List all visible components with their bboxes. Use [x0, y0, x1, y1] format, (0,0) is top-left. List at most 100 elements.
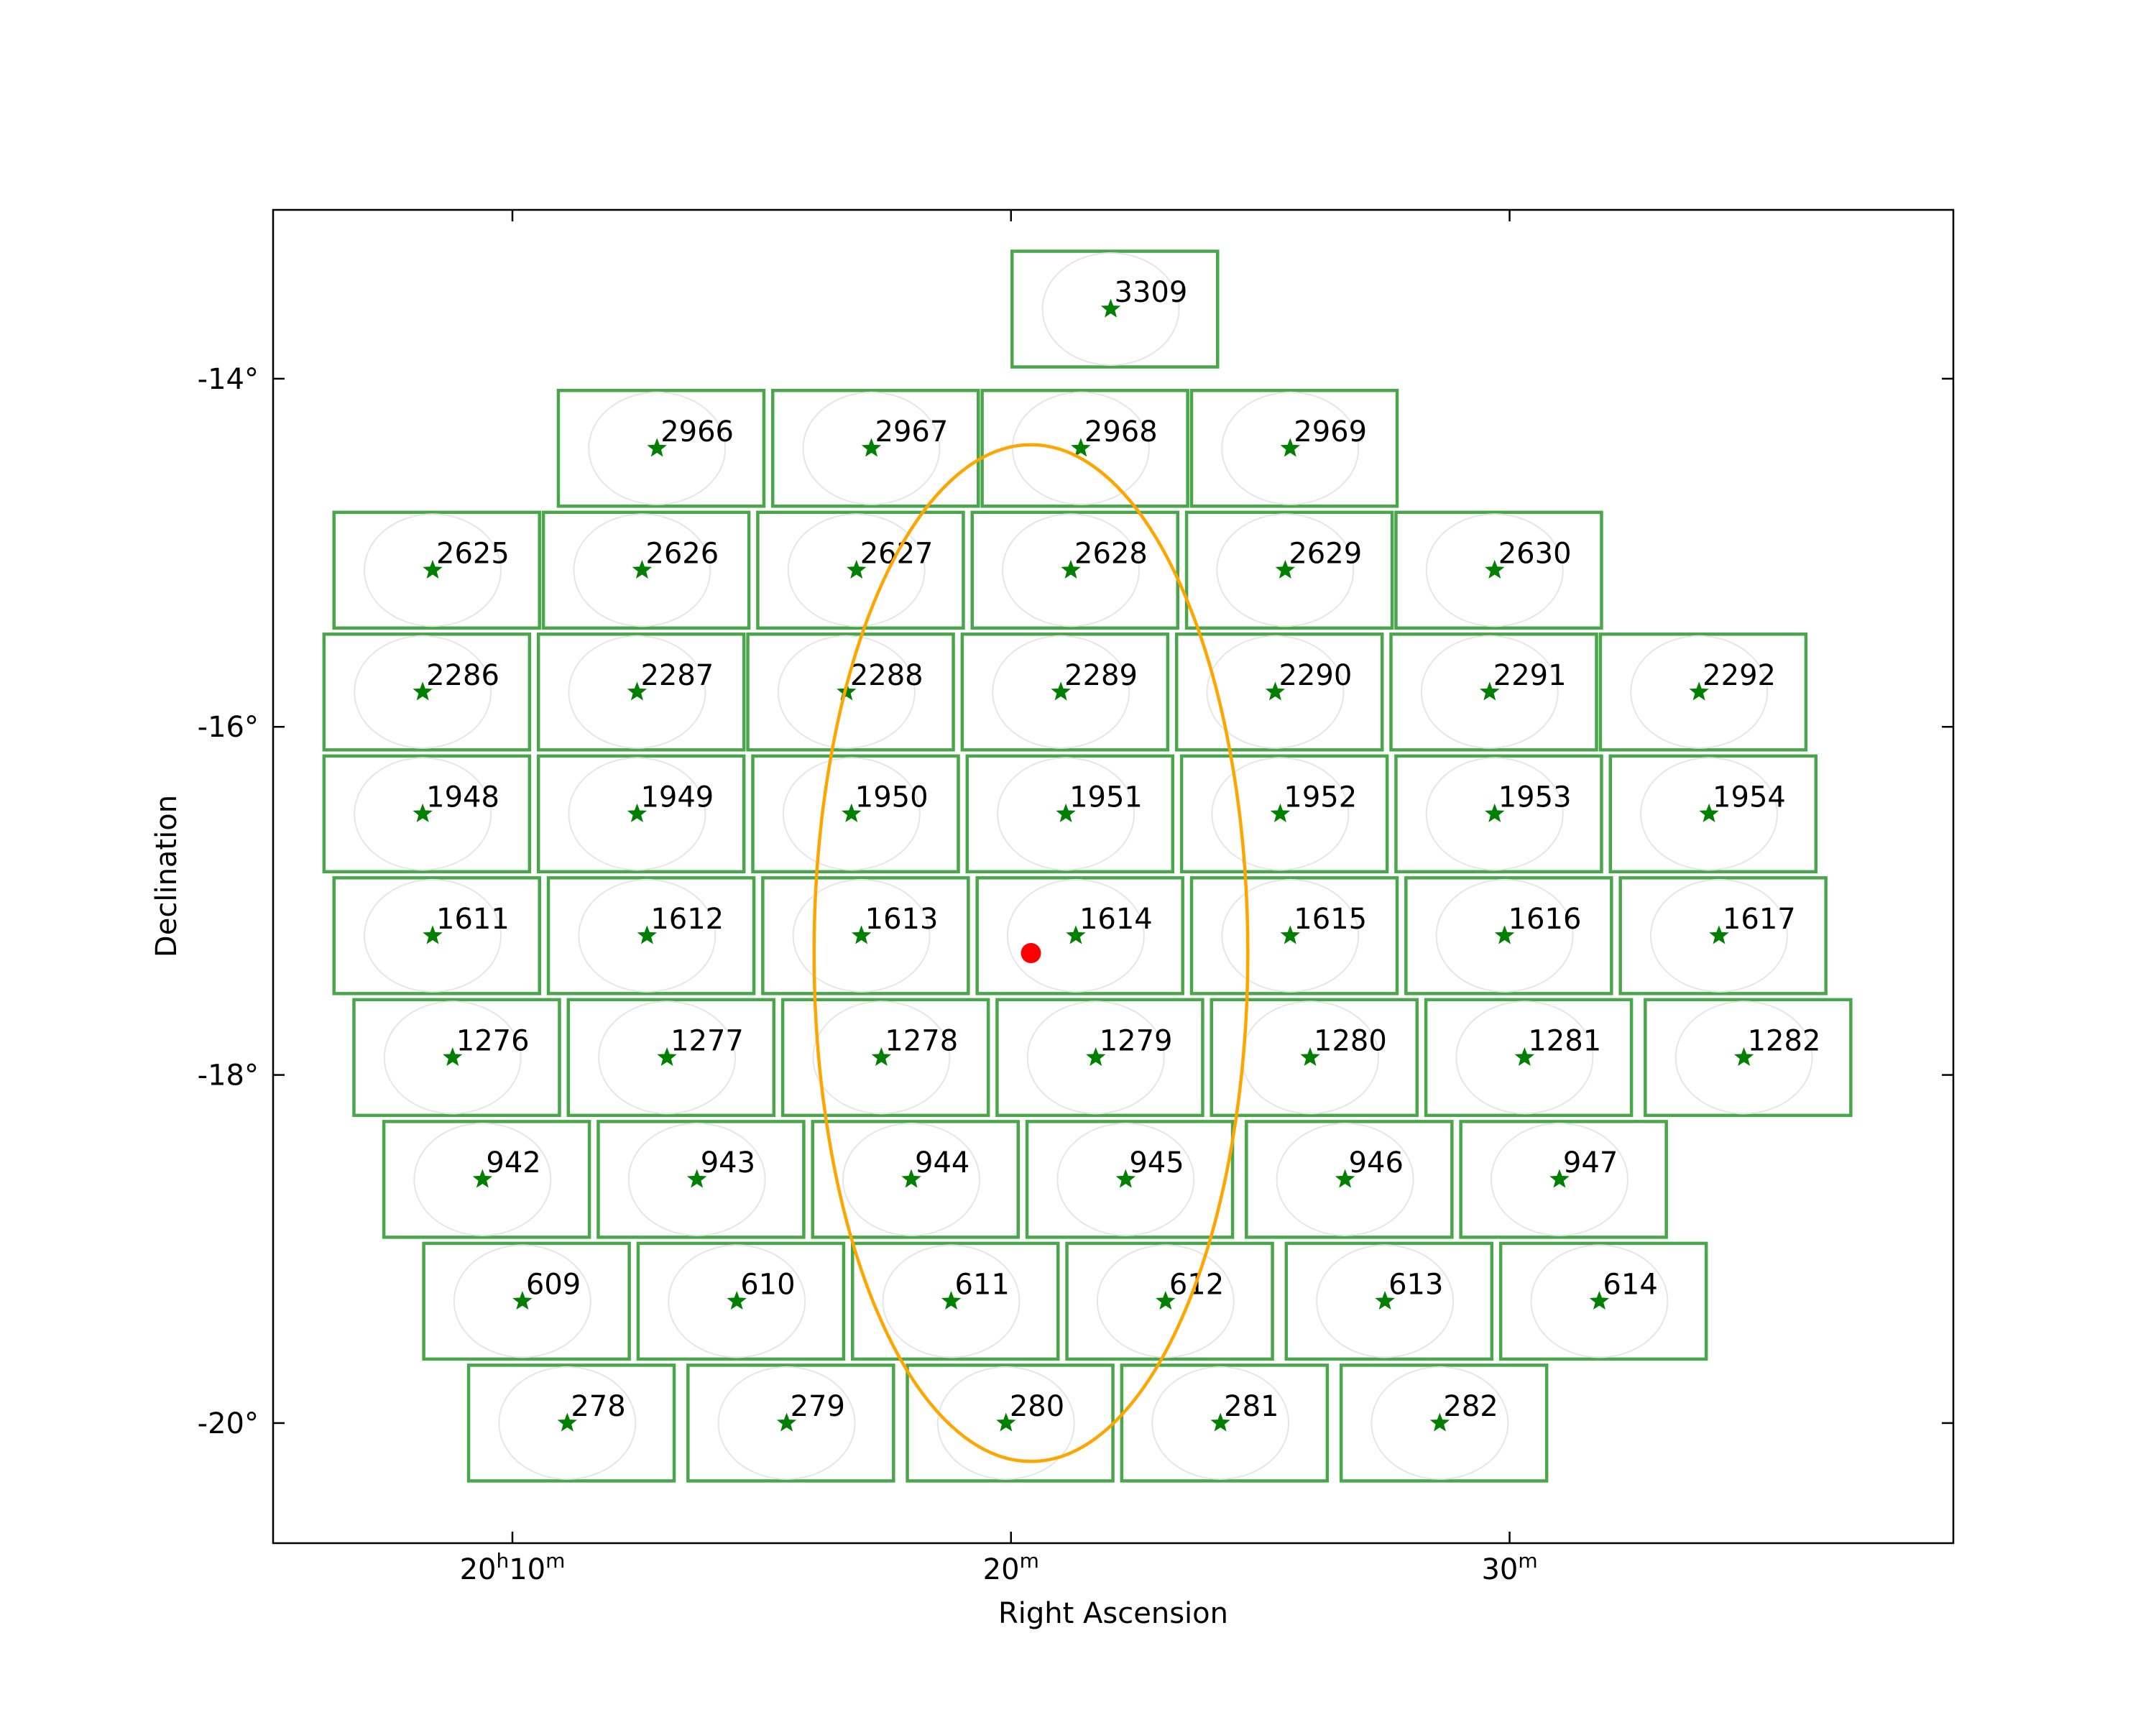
- field-box: [1179, 754, 1389, 874]
- field-footprint-ellipse: [1316, 1244, 1455, 1358]
- field-1278: 1278: [780, 998, 990, 1118]
- field-star-marker: [1514, 1046, 1535, 1067]
- field-star-marker: [443, 1046, 463, 1067]
- field-box: [322, 754, 532, 874]
- field-box: [466, 1363, 676, 1483]
- field-label: 1282: [1748, 1024, 1821, 1057]
- field-star-marker: [851, 925, 872, 944]
- field-star-marker: [557, 1412, 578, 1432]
- field-box: [332, 510, 541, 630]
- field-star-marker: [1709, 925, 1729, 944]
- x-axis: 20h10m 20m 30m: [460, 210, 1538, 1586]
- field-box: [995, 998, 1204, 1118]
- field-label: 2288: [850, 659, 923, 692]
- field-label: 614: [1603, 1268, 1657, 1301]
- field-label: 1951: [1069, 781, 1143, 814]
- field-star-marker: [901, 1169, 921, 1188]
- field-label: 610: [740, 1268, 795, 1301]
- x-tick-label: 20h10m: [460, 1549, 566, 1587]
- field-label: 943: [701, 1146, 755, 1179]
- field-box: [980, 389, 1189, 508]
- field-footprint-ellipse: [1425, 757, 1564, 871]
- field-footprint-ellipse: [354, 635, 492, 749]
- field-1611: 1611: [332, 876, 541, 995]
- field-label: 2967: [875, 415, 949, 448]
- field-label: 1279: [1100, 1024, 1173, 1057]
- field-footprint-ellipse: [568, 757, 706, 871]
- field-footprint-ellipse: [1420, 635, 1559, 749]
- field-footprint-ellipse: [413, 1122, 552, 1236]
- field-label: 3309: [1115, 276, 1188, 309]
- field-star-marker: [1115, 1169, 1136, 1188]
- field-footprint-ellipse: [1370, 1366, 1509, 1480]
- field-2629: 2629: [1184, 510, 1394, 630]
- field-label: 2287: [640, 659, 714, 692]
- field-star-marker: [1056, 803, 1076, 822]
- field-box: [332, 876, 541, 995]
- field-label: 2290: [1279, 659, 1352, 692]
- field-star-marker: [647, 438, 667, 457]
- field-box: [761, 876, 970, 995]
- field-footprint-ellipse: [1026, 1000, 1165, 1115]
- field-label: 2629: [1289, 537, 1362, 570]
- center-point: [1021, 943, 1041, 964]
- field-star-marker: [727, 1290, 747, 1310]
- field-footprint-ellipse: [802, 391, 941, 505]
- y-axis-label: Declination: [150, 795, 183, 957]
- field-star-marker: [1549, 1169, 1570, 1188]
- field-label: 1617: [1723, 903, 1796, 936]
- field-footprint-ellipse: [1435, 878, 1574, 993]
- field-box: [751, 754, 960, 874]
- field-box: [1184, 510, 1394, 630]
- field-box: [770, 389, 980, 508]
- field-1615: 1615: [1189, 876, 1399, 995]
- field-box: [1394, 510, 1603, 630]
- field-star-marker: [423, 925, 443, 944]
- field-footprint-ellipse: [354, 757, 492, 871]
- x-tick-label: 30m: [1481, 1549, 1537, 1587]
- field-footprint-ellipse: [1674, 1000, 1813, 1115]
- field-946: 946: [1245, 1120, 1454, 1239]
- field-2969: 2969: [1189, 389, 1399, 508]
- field-star-marker: [1051, 681, 1071, 701]
- field-footprint-ellipse: [842, 1122, 981, 1236]
- field-label: 2625: [436, 537, 510, 570]
- field-star-marker: [1066, 925, 1086, 944]
- field-box: [780, 998, 990, 1118]
- field-2967: 2967: [770, 389, 980, 508]
- field-footprint-ellipse: [1096, 1244, 1235, 1358]
- field-1950: 1950: [751, 754, 960, 874]
- field-2626: 2626: [541, 510, 751, 630]
- plot-frame: [272, 208, 1955, 1545]
- field-box: [636, 1241, 846, 1361]
- field-label: 945: [1129, 1146, 1184, 1179]
- field-star-marker: [472, 1169, 493, 1188]
- field-footprint-ellipse: [787, 513, 926, 627]
- field-footprint-ellipse: [568, 635, 706, 749]
- field-label: 278: [571, 1390, 625, 1423]
- field-footprint-ellipse: [1056, 1122, 1195, 1236]
- field-star-marker: [1485, 559, 1505, 579]
- field-label: 1613: [865, 903, 939, 936]
- field-label: 1954: [1713, 781, 1786, 814]
- field-star-marker: [846, 559, 867, 579]
- field-star-marker: [413, 803, 433, 822]
- field-box: [1608, 754, 1818, 874]
- field-box: [1245, 1120, 1454, 1239]
- field-star-marker: [1733, 1046, 1754, 1067]
- field-footprint-ellipse: [1276, 1122, 1414, 1236]
- field-label: 2968: [1084, 415, 1158, 448]
- field-star-marker: [1280, 438, 1301, 457]
- field-star-marker: [632, 559, 653, 579]
- field-footprint-ellipse: [792, 878, 931, 993]
- field-box: [1389, 632, 1598, 752]
- field-label: 2628: [1074, 537, 1148, 570]
- field-1948: 1948: [322, 754, 532, 874]
- field-footprint-ellipse: [812, 1000, 951, 1115]
- field-box: [965, 754, 1175, 874]
- field-1617: 1617: [1618, 876, 1828, 995]
- field-label: 942: [486, 1146, 540, 1179]
- field-box: [1424, 998, 1634, 1118]
- field-star-marker: [1699, 803, 1719, 822]
- field-box: [322, 632, 532, 752]
